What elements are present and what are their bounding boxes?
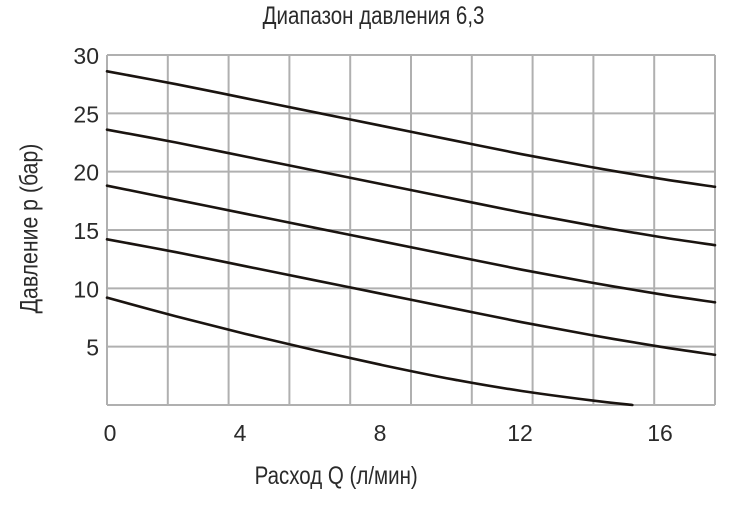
y-tick-label: 10	[73, 276, 99, 302]
y-tick-label: 5	[86, 335, 99, 361]
y-tick-labels: 5 10 15 20 25 30	[73, 43, 99, 361]
chart-title: Диапазон давления 6,3	[262, 2, 485, 30]
x-tick-label: 0	[104, 420, 117, 446]
y-tick-label: 15	[73, 218, 99, 244]
x-tick-label: 4	[234, 420, 247, 446]
pressure-curve	[105, 70, 717, 189]
x-tick-labels: 0 4 8 12 16	[104, 420, 673, 446]
y-tick-label: 30	[73, 43, 99, 69]
x-tick-label: 8	[374, 420, 387, 446]
y-tick-label: 20	[73, 160, 99, 186]
x-axis-label: Расход Q (л/мин)	[254, 462, 418, 490]
x-tick-label: 16	[647, 420, 673, 446]
curves	[105, 70, 717, 407]
y-tick-label: 25	[73, 101, 99, 127]
x-tick-label: 12	[507, 420, 533, 446]
pressure-curve	[105, 184, 717, 304]
pressure-curve	[105, 128, 717, 247]
pressure-curve	[105, 238, 717, 357]
pressure-curve	[105, 296, 634, 407]
